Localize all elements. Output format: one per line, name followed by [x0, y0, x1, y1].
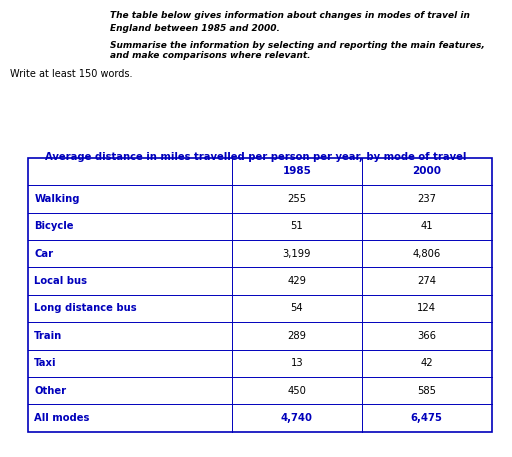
Text: Other: Other	[34, 386, 67, 396]
Text: 124: 124	[417, 303, 436, 314]
Text: The table below gives information about changes in modes of travel in: The table below gives information about …	[110, 11, 470, 21]
Text: Walking: Walking	[34, 194, 80, 204]
Text: 4,806: 4,806	[413, 249, 441, 259]
Text: Long distance bus: Long distance bus	[34, 303, 137, 314]
Text: Car: Car	[34, 249, 53, 259]
Text: Taxi: Taxi	[34, 358, 57, 368]
Text: 1985: 1985	[283, 166, 311, 176]
Text: Local bus: Local bus	[34, 276, 88, 286]
Text: 237: 237	[417, 194, 436, 204]
Text: Bicycle: Bicycle	[34, 221, 74, 231]
Text: 289: 289	[287, 331, 306, 341]
Text: 2000: 2000	[412, 166, 441, 176]
Bar	[28, 158, 492, 432]
Text: Write at least 150 words.: Write at least 150 words.	[10, 69, 133, 79]
Text: 13: 13	[291, 358, 303, 368]
Text: Train: Train	[34, 331, 62, 341]
Text: 4,740: 4,740	[281, 413, 313, 423]
Text: Summarise the information by selecting and reporting the main features,: Summarise the information by selecting a…	[110, 41, 485, 50]
Text: 54: 54	[291, 303, 303, 314]
Text: England between 1985 and 2000.: England between 1985 and 2000.	[110, 24, 280, 33]
Text: 429: 429	[287, 276, 306, 286]
Text: 274: 274	[417, 276, 436, 286]
Text: 42: 42	[420, 358, 433, 368]
Text: 51: 51	[290, 221, 303, 231]
Text: 3,199: 3,199	[283, 249, 311, 259]
Text: 255: 255	[287, 194, 307, 204]
Text: 585: 585	[417, 386, 436, 396]
Text: 6,475: 6,475	[411, 413, 442, 423]
Text: Average distance in miles travelled per person per year, by mode of travel: Average distance in miles travelled per …	[46, 152, 466, 162]
Text: and make comparisons where relevant.: and make comparisons where relevant.	[110, 51, 311, 60]
Text: All modes: All modes	[34, 413, 90, 423]
Text: 366: 366	[417, 331, 436, 341]
Text: 450: 450	[287, 386, 306, 396]
Text: 41: 41	[420, 221, 433, 231]
